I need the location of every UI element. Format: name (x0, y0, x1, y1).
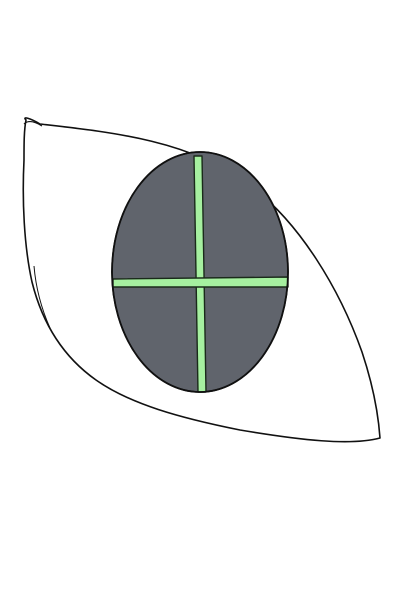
eye-outline-sketch (23, 120, 43, 127)
eye-outline-sketch (33, 265, 51, 329)
cross-horizontal-bar (112, 276, 289, 288)
iris-edge (111, 151, 289, 393)
